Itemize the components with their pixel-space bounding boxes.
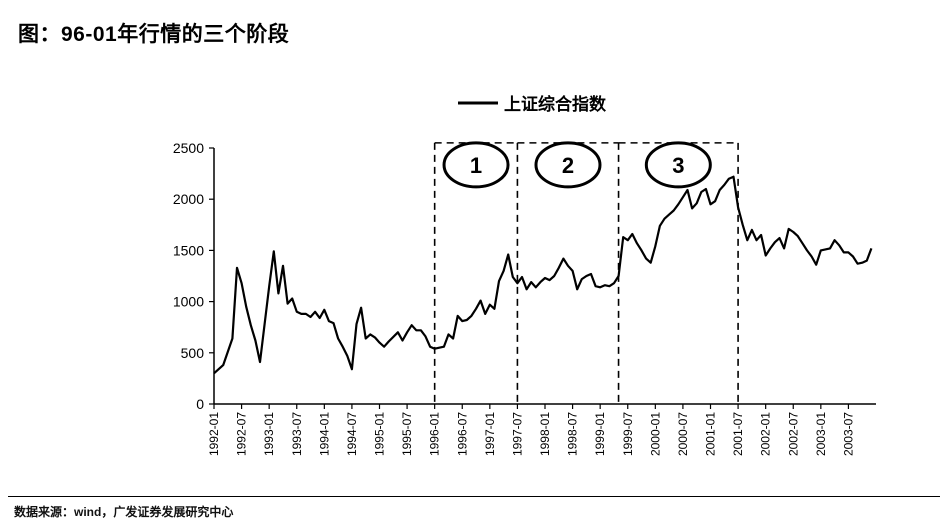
x-tick-label: 1994-07: [345, 412, 359, 456]
source-divider: [8, 496, 940, 497]
x-tick-label: 1997-07: [510, 412, 524, 456]
x-tick-label: 1993-07: [290, 412, 304, 456]
phase-label: 3: [672, 153, 684, 178]
x-tick-label: 1996-01: [428, 412, 442, 456]
phase-marker: [442, 141, 510, 189]
x-tick-label: 2003-07: [841, 412, 855, 456]
x-tick-label: 1999-01: [593, 412, 607, 456]
y-tick-label: 2500: [173, 140, 204, 156]
x-tick-label: 1999-07: [621, 412, 635, 456]
x-tick-label: 2002-07: [786, 412, 800, 456]
phase-marker: [644, 141, 712, 189]
y-tick-label: 1000: [173, 294, 204, 310]
x-tick-label: 1997-01: [483, 412, 497, 456]
x-tick-label: 1996-07: [455, 412, 469, 456]
phase-label: 2: [562, 153, 574, 178]
y-tick-label: 0: [196, 396, 204, 412]
x-tick-label: 2002-01: [759, 412, 773, 456]
x-tick-label: 1992-07: [235, 412, 249, 456]
x-tick-label: 2001-01: [704, 412, 718, 456]
phase-label: 1: [470, 153, 482, 178]
x-tick-label: 2003-01: [814, 412, 828, 456]
x-tick-label: 2001-07: [731, 412, 745, 456]
y-tick-label: 2000: [173, 191, 204, 207]
x-tick-label: 2000-01: [648, 412, 662, 456]
chart-title: 图：96-01年行情的三个阶段: [18, 23, 290, 46]
x-tick-label: 1995-01: [373, 412, 387, 456]
data-source: 数据来源：wind，广发证券发展研究中心: [14, 505, 234, 519]
x-tick-label: 1992-01: [207, 412, 221, 456]
x-tick-label: 2000-07: [676, 412, 690, 456]
x-tick-label: 1998-07: [566, 412, 580, 456]
phase-marker: [534, 141, 602, 189]
x-tick-label: 1998-01: [538, 412, 552, 456]
series-line: [213, 175, 873, 375]
legend-label: 上证综合指数: [504, 94, 607, 114]
x-tick-label: 1994-01: [317, 412, 331, 456]
x-tick-label: 1993-01: [262, 412, 276, 456]
y-tick-label: 500: [181, 345, 205, 361]
y-tick-label: 1500: [173, 242, 204, 258]
x-tick-label: 1995-07: [400, 412, 414, 456]
